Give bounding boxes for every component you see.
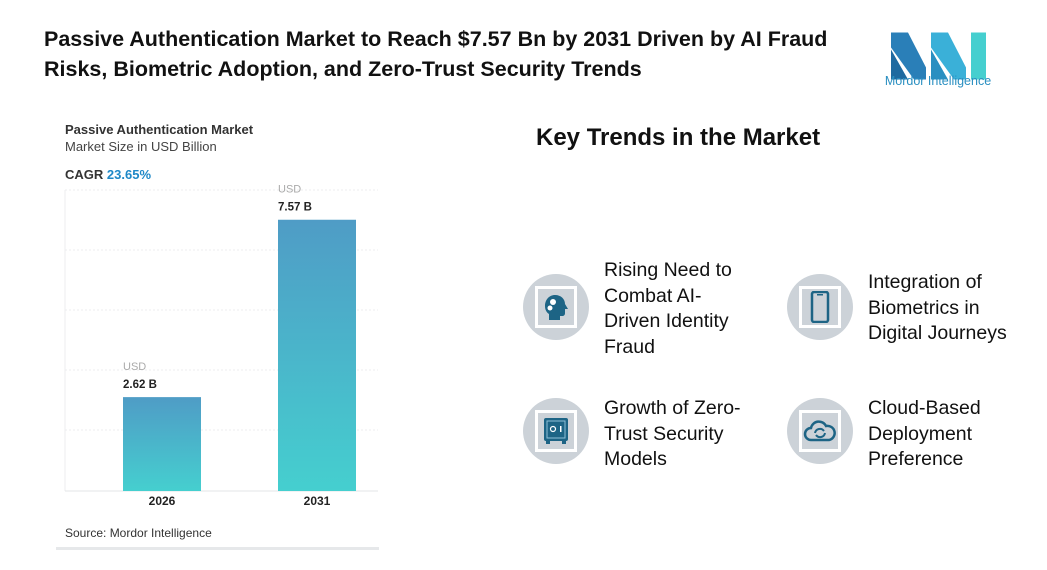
trend-label-line: Preference — [868, 448, 964, 470]
data-label-value: 7.57 B — [278, 202, 312, 214]
smartphone-badge — [787, 274, 853, 340]
safe-badge — [523, 398, 589, 464]
mordor-logo — [891, 32, 986, 80]
data-label-value: 2.62 B — [123, 379, 157, 391]
data-label-unit: USD — [123, 361, 146, 373]
smartphone-icon — [799, 286, 841, 328]
cagr-label: CAGR — [65, 167, 104, 182]
trends-title: Key Trends in the Market — [536, 124, 821, 151]
trend-label-line: Cloud-Based — [868, 397, 981, 419]
x-tick-label: 2026 — [149, 494, 176, 508]
trend-label: Rising Need to Combat AI- Driven Identity F… — [604, 258, 732, 360]
trend-label-line: Growth of Zero- — [604, 397, 741, 419]
trend-label-line: Trust Security — [604, 422, 724, 445]
bar-2031 — [278, 219, 356, 491]
divider — [56, 547, 379, 550]
cloud-sync-icon — [799, 410, 841, 452]
trend-label-line: Driven Identity — [604, 310, 729, 332]
trend-label-line: Integration of — [868, 271, 982, 293]
logo-text: Mordor Intelligence — [884, 74, 992, 88]
data-label-unit: USD — [278, 184, 301, 196]
head-gears-icon — [535, 286, 577, 328]
cagr-value: 23.65% — [106, 167, 151, 182]
trend-label-line: Biometrics in — [868, 296, 980, 319]
chart-subtitle: Market Size in USD Billion — [65, 139, 217, 154]
trend-label: Integration of Biometrics in Digital Journ… — [868, 270, 1007, 347]
bar-chart: USD 2.62 B 2026 USD 7.57 B 2031 — [64, 184, 378, 508]
trend-label-line: Deployment — [868, 422, 973, 445]
cloud-sync-badge — [787, 398, 853, 464]
cagr: CAGR 23.65% — [65, 167, 151, 182]
head-gears-badge — [523, 274, 589, 340]
trend-label-line: Fraud — [604, 335, 655, 358]
page-title: Passive Authentication Market to Reach $… — [44, 27, 828, 81]
trend-label: Growth of Zero- Trust Security Models — [604, 396, 741, 473]
chart-title: Passive Authentication Market — [65, 122, 254, 137]
bar-2026 — [123, 397, 201, 491]
trend-label-line: Rising Need to — [604, 259, 732, 281]
safe-icon — [535, 410, 577, 452]
x-tick-label: 2031 — [304, 494, 331, 508]
chart-source: Source: Mordor Intelligence — [65, 526, 212, 540]
trend-label-line: Digital Journeys — [868, 322, 1007, 344]
trend-label-line: Models — [604, 448, 667, 470]
trend-label-line: Combat AI- — [604, 284, 702, 307]
trend-label: Cloud-Based Deployment Preference — [868, 396, 981, 473]
